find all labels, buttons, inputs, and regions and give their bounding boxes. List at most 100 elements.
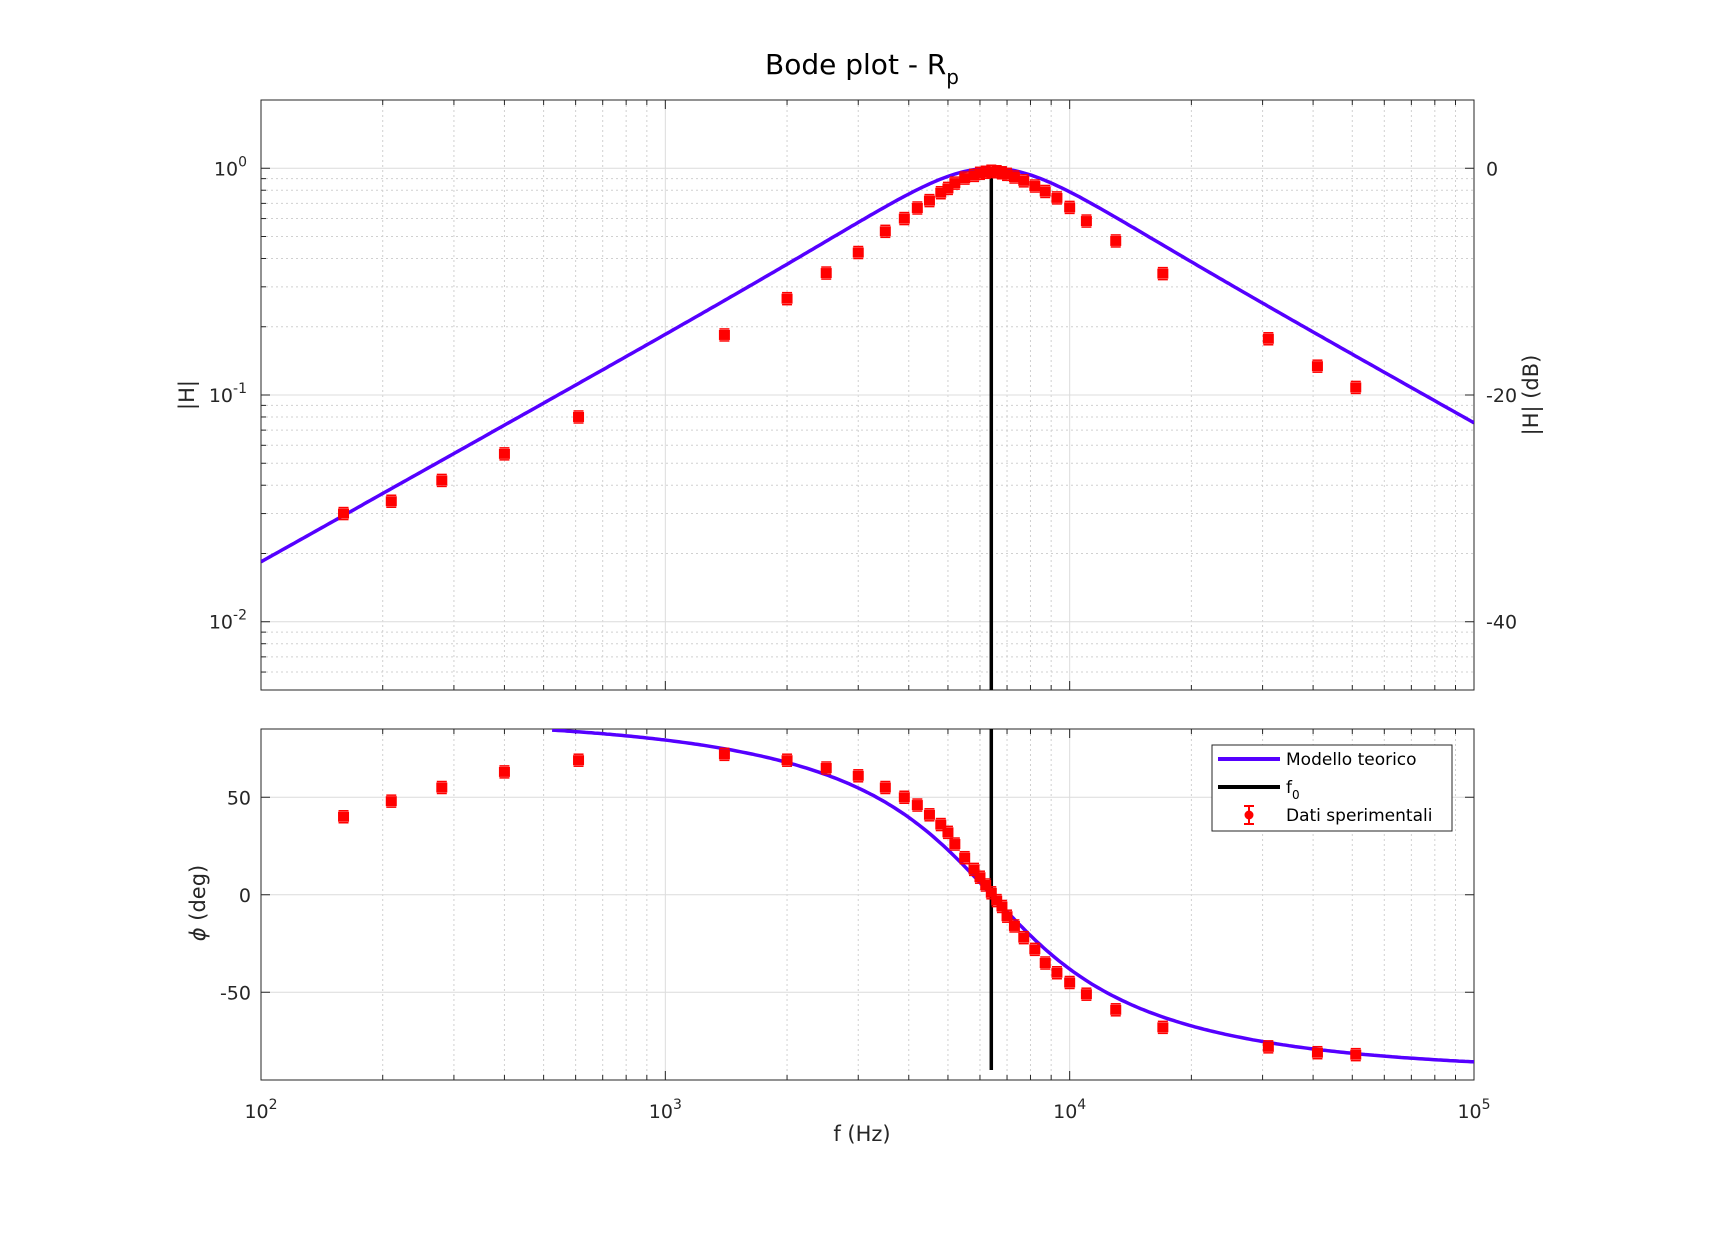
phase-symbol: ϕ (186, 927, 210, 941)
legend-label-f0-subscript: 0 (1292, 788, 1300, 802)
legend-label-f0: f0 (1286, 778, 1300, 802)
magnitude-plot: 10-2 10-1 100 0 -20 -40 (209, 99, 1517, 691)
phase-data-marker (968, 864, 980, 875)
phase-data-point (1008, 919, 1020, 933)
magnitude-data-marker (942, 183, 954, 194)
magnitude-right-y-axis-label: |H| (dB) (1519, 355, 1544, 436)
phase-data-point (1018, 930, 1030, 945)
phase-data-marker (959, 852, 971, 863)
magnitude-data-marker (1262, 333, 1274, 344)
phase-data-point (1064, 975, 1076, 990)
magnitude-data-marker (1110, 235, 1122, 246)
phase-axes-box (260, 728, 1475, 1081)
phase-data-point (852, 769, 864, 783)
phase-data-point (338, 810, 350, 824)
phase-data-marker (1008, 920, 1020, 931)
magnitude-data-point (1064, 200, 1076, 215)
magnitude-data-marker (1064, 202, 1076, 213)
magnitude-data-point (1051, 191, 1063, 205)
magnitude-data-marker (1350, 382, 1362, 393)
chart-title-subscript: p (946, 65, 959, 89)
magnitude-right-ytick-label: -20 (1486, 385, 1517, 407)
magnitude-data-marker (879, 226, 891, 237)
phase-data-marker (1110, 1004, 1122, 1015)
phase-data-marker (1311, 1047, 1323, 1058)
magnitude-data-point (1080, 214, 1092, 228)
magnitude-data-marker (959, 173, 971, 184)
phase-data-point (911, 798, 923, 812)
magnitude-data-point (959, 171, 971, 185)
phase-data-point (385, 794, 397, 808)
magnitude-data-marker (718, 329, 730, 340)
phase-data-marker (1001, 911, 1013, 922)
magnitude-data-marker (980, 167, 992, 178)
magnitude-data-marker (898, 213, 910, 224)
magnitude-data-point (1039, 184, 1051, 199)
magnitude-right-ytick-label: 0 (1486, 158, 1498, 180)
magnitude-data-marker (781, 293, 793, 304)
phase-data-marker (1350, 1049, 1362, 1060)
phase-data-marker (718, 749, 730, 760)
legend: Modello teorico f0 Dati sperimentali (1211, 744, 1453, 832)
phase-data-marker (879, 782, 891, 793)
phase-data-point (718, 747, 730, 762)
magnitude-data-marker (1001, 169, 1013, 180)
magnitude-data-marker (385, 496, 397, 507)
magnitude-data-marker (1080, 216, 1092, 227)
magnitude-data-marker (1029, 181, 1041, 192)
magnitude-data-point (852, 245, 864, 260)
phase-data-marker (1051, 967, 1063, 978)
phase-data-point (1157, 1020, 1169, 1035)
magnitude-data-marker (1051, 192, 1063, 203)
magnitude-data-point (498, 447, 510, 461)
magnitude-data-point (898, 211, 910, 226)
phase-data-marker (1039, 958, 1051, 968)
magnitude-data-marker (935, 187, 947, 198)
phase-data-marker (1157, 1022, 1169, 1033)
legend-swatch-data (1244, 805, 1254, 825)
magnitude-data-point (573, 410, 585, 424)
magnitude-data-marker (923, 195, 935, 206)
chart-title: Bode plot - Rp (765, 48, 959, 89)
phase-data-marker (1064, 977, 1076, 988)
phase-data-marker (1018, 932, 1030, 943)
phase-data-point (1262, 1040, 1274, 1054)
phase-data-point (879, 780, 891, 795)
phase-data-point (1350, 1047, 1362, 1062)
phase-data-marker (898, 792, 910, 803)
phase-data-point (781, 753, 793, 767)
phase-data-point (949, 837, 961, 851)
phase-ytick-label: 0 (239, 885, 251, 907)
phase-data-marker (1029, 944, 1041, 955)
phase-data-marker (781, 755, 793, 766)
phase-data-marker (991, 895, 1003, 906)
phase-data-point (573, 753, 585, 767)
phase-data-point (898, 790, 910, 804)
magnitude-data-marker (820, 268, 832, 279)
phase-data-point (436, 780, 448, 795)
magnitude-data-point (879, 224, 891, 239)
phase-data-marker (923, 809, 935, 820)
magnitude-data-marker (436, 475, 448, 486)
magnitude-data-marker (1157, 268, 1169, 279)
magnitude-data-point (1262, 332, 1274, 346)
phase-ytick-label: -50 (220, 982, 251, 1004)
phase-data-point (1311, 1045, 1323, 1060)
x-tick-label: 104 (1053, 1097, 1086, 1123)
phase-data-marker (935, 819, 947, 830)
phase-data-marker (974, 872, 986, 883)
magnitude-data-marker (974, 168, 986, 179)
phase-data-marker (980, 880, 992, 890)
phase-data-marker (1080, 989, 1092, 1000)
magnitude-data-marker (498, 448, 510, 459)
magnitude-data-marker (911, 202, 923, 213)
phase-data-point (1039, 956, 1051, 970)
magnitude-data-marker (852, 247, 864, 258)
magnitude-data-point (1311, 359, 1323, 373)
phase-data-point (959, 850, 971, 865)
phase-data-marker (498, 766, 510, 777)
phase-data-marker (436, 782, 448, 793)
magnitude-data-point (385, 494, 397, 508)
magnitude-data-point (1350, 380, 1362, 395)
magnitude-data-marker (1311, 361, 1323, 372)
